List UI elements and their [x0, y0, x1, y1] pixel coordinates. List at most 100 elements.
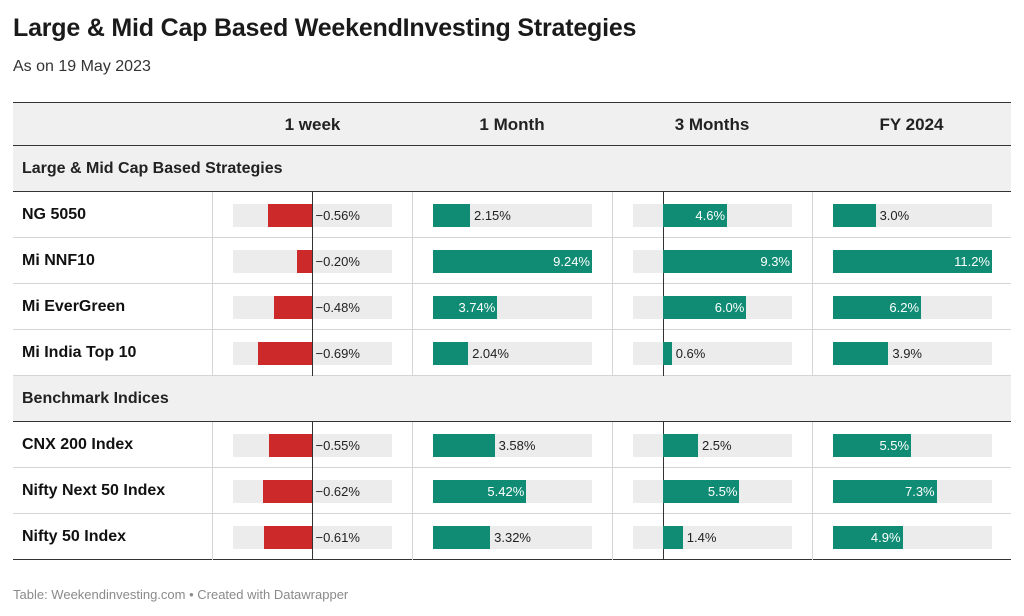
column-divider: [412, 468, 413, 514]
value-bar: [663, 296, 747, 319]
footer-source: Table: Weekendinvesting.com • Created wi…: [13, 587, 349, 602]
column-divider: [612, 514, 613, 560]
zero-axis-line: [312, 192, 313, 238]
column-divider: [412, 284, 413, 330]
value-label: −0.69%: [315, 346, 360, 361]
column-divider: [812, 514, 813, 560]
bar-track: [433, 204, 592, 227]
value-bar: [268, 434, 313, 457]
value-bar: [433, 204, 470, 227]
value-label: 3.74%: [458, 300, 496, 315]
value-label: 0.6%: [675, 346, 706, 361]
chart-subtitle: As on 19 May 2023: [13, 58, 151, 75]
column-divider: [612, 422, 613, 468]
value-label: −0.62%: [315, 484, 360, 499]
value-bar: [433, 480, 527, 503]
row-label: NG 5050: [22, 206, 87, 223]
column-divider: [212, 422, 213, 468]
value-label: 5.5%: [707, 484, 738, 499]
column-divider: [812, 330, 813, 376]
column-divider: [612, 192, 613, 238]
group-header: Benchmark Indices: [13, 376, 1011, 422]
value-label: 3.32%: [494, 530, 531, 545]
value-label: 2.15%: [473, 208, 511, 223]
row-label: Nifty Next 50 Index: [22, 482, 166, 499]
value-label: 6.2%: [889, 300, 920, 315]
table-row: Nifty Next 50 Index −0.62% 5.42% 5.5% 7.3%: [13, 468, 1011, 514]
value-label: 9.24%: [553, 254, 590, 269]
value-bar: [833, 480, 937, 503]
value-bar: [296, 250, 313, 273]
row-label: Mi EverGreen: [22, 298, 126, 315]
value-bar: [663, 204, 727, 227]
value-label: 3.9%: [892, 346, 922, 361]
table-row: NG 5050 −0.56% 2.15% 4.6% 3.0%: [13, 192, 1011, 238]
value-label: 9.3%: [760, 254, 790, 269]
group-label: Large & Mid Cap Based Strategies: [22, 160, 283, 177]
chart-title: Large & Mid Cap Based WeekendInvesting S…: [13, 14, 637, 42]
value-label: 2.04%: [472, 346, 509, 361]
value-bar: [267, 204, 313, 227]
zero-axis-line: [312, 422, 313, 468]
value-label: 3.0%: [879, 208, 910, 223]
column-divider: [212, 468, 213, 514]
column-divider: [412, 192, 413, 238]
value-bar: [433, 296, 498, 319]
value-bar: [833, 250, 992, 273]
column-divider: [412, 422, 413, 468]
column-header-fy-2024: FY 2024: [879, 115, 944, 134]
bar-track: [633, 342, 792, 365]
column-divider: [812, 422, 813, 468]
value-bar: [257, 342, 313, 365]
column-divider: [212, 514, 213, 560]
value-bar: [663, 480, 740, 503]
value-label: 1.4%: [686, 530, 717, 545]
value-bar: [433, 342, 469, 365]
value-label: 4.6%: [695, 208, 726, 223]
value-label: −0.61%: [315, 530, 360, 545]
value-bar: [833, 434, 912, 457]
row-label: Mi India Top 10: [22, 344, 137, 361]
zero-axis-line: [312, 514, 313, 560]
column-divider: [412, 238, 413, 284]
table-row: Nifty 50 Index −0.61% 3.32% 1.4% 4.9%: [13, 514, 1011, 560]
group-header: Large & Mid Cap Based Strategies: [13, 146, 1011, 192]
row-label: CNX 200 Index: [22, 436, 134, 453]
value-bar: [663, 526, 683, 549]
value-bar: [263, 480, 313, 503]
zero-axis-line: [312, 284, 313, 330]
column-header-1-month: 1 Month: [479, 115, 545, 134]
value-bar: [663, 342, 672, 365]
value-bar: [264, 526, 313, 549]
column-divider: [612, 238, 613, 284]
column-divider: [212, 238, 213, 284]
bar-track: [433, 342, 592, 365]
value-label: 5.42%: [487, 484, 525, 499]
column-divider: [812, 192, 813, 238]
row-label: Nifty 50 Index: [22, 528, 127, 545]
value-bar: [663, 250, 792, 273]
table-row: CNX 200 Index −0.55% 3.58% 2.5% 5.5%: [13, 422, 1011, 468]
column-divider: [212, 284, 213, 330]
value-label: 11.2%: [954, 254, 990, 269]
value-label: −0.56%: [315, 208, 360, 223]
column-divider: [412, 514, 413, 560]
column-divider: [412, 330, 413, 376]
column-divider: [212, 330, 213, 376]
value-bar: [833, 526, 903, 549]
column-divider: [812, 284, 813, 330]
value-label: −0.55%: [315, 438, 360, 453]
value-bar: [433, 526, 491, 549]
value-label: −0.20%: [315, 254, 360, 269]
value-label: 7.3%: [904, 484, 935, 499]
value-bar: [833, 296, 922, 319]
value-label: 3.58%: [498, 438, 536, 453]
column-divider: [612, 284, 613, 330]
column-divider: [212, 192, 213, 238]
value-label: 6.0%: [714, 300, 745, 315]
value-bar: [833, 204, 876, 227]
value-label: 5.5%: [879, 438, 910, 453]
column-divider: [812, 238, 813, 284]
column-divider: [812, 468, 813, 514]
table-header: 1 week 1 Month 3 Months FY 2024: [13, 102, 1011, 146]
